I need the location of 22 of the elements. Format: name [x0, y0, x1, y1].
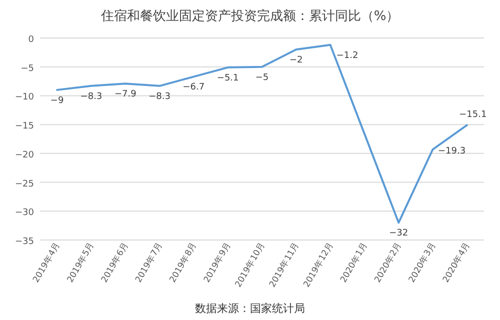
data-label: −32 [389, 228, 408, 239]
y-tick-label: 0 [28, 35, 34, 45]
y-tick-label: −20 [15, 150, 34, 160]
y-tick-label: −15 [15, 122, 34, 132]
data-label: −8.3 [80, 92, 102, 102]
chart-title: 住宿和餐饮业固定资产投资完成额：累计同比（%） [100, 8, 400, 24]
y-tick-label: −35 [15, 237, 34, 247]
y-tick-label: −30 [15, 208, 34, 218]
y-tick-label: −10 [15, 92, 34, 103]
data-label: −15.1 [459, 110, 487, 120]
data-label: −19.3 [438, 146, 466, 156]
source-note: 数据来源：国家统计局 [195, 302, 305, 315]
data-label: −1.2 [336, 50, 358, 61]
y-tick-label: −5 [20, 64, 34, 74]
data-label: −7.9 [114, 90, 137, 100]
data-label: −9 [50, 96, 64, 106]
data-label: −2 [290, 56, 303, 66]
data-label: −5.1 [216, 73, 239, 84]
data-label: −5 [255, 72, 269, 83]
data-label: −6.7 [182, 82, 205, 93]
data-label: −8.3 [148, 92, 170, 102]
y-tick-label: −25 [15, 179, 34, 190]
